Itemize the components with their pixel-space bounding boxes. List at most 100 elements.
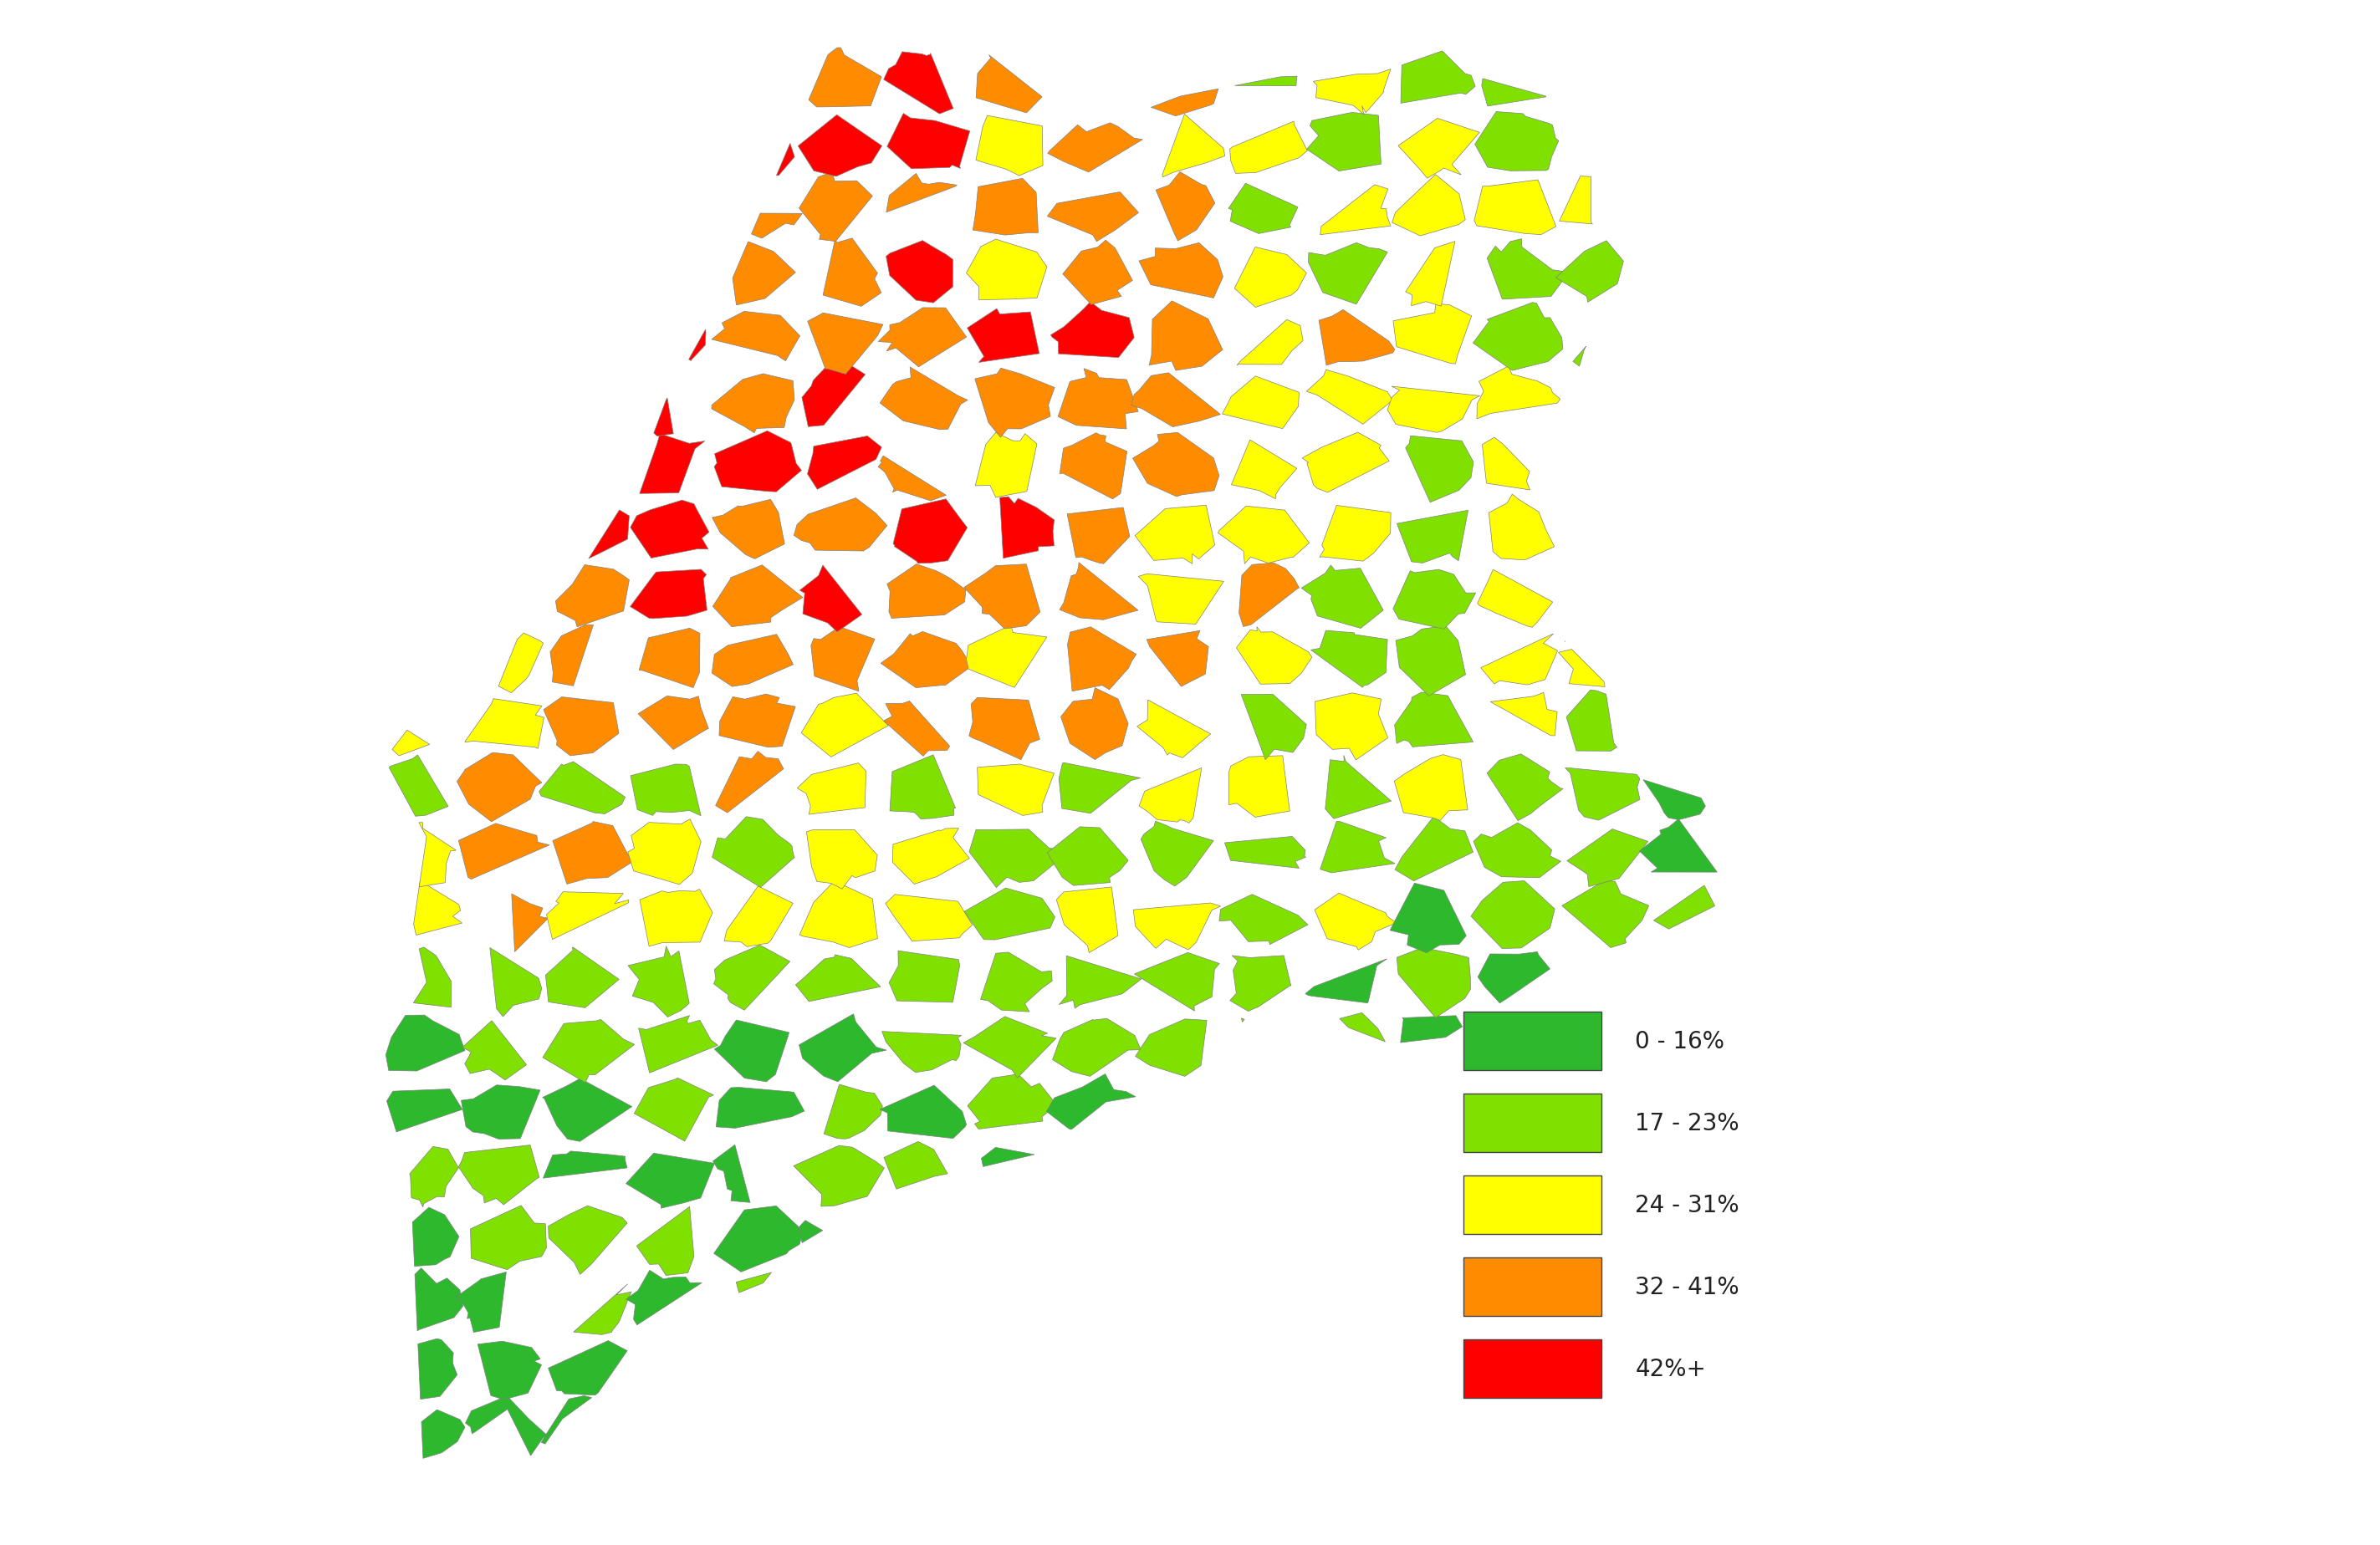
Polygon shape [1311, 630, 1388, 688]
Polygon shape [712, 565, 802, 627]
Polygon shape [776, 144, 795, 176]
Polygon shape [1059, 763, 1140, 814]
Polygon shape [976, 369, 1054, 437]
Polygon shape [1388, 386, 1480, 433]
Polygon shape [807, 437, 881, 490]
Polygon shape [1152, 90, 1219, 117]
Polygon shape [1147, 630, 1209, 688]
Polygon shape [459, 823, 550, 879]
Polygon shape [800, 565, 862, 632]
Polygon shape [1219, 895, 1309, 946]
Polygon shape [1559, 650, 1604, 688]
Polygon shape [1059, 562, 1138, 620]
Polygon shape [466, 1397, 547, 1455]
Polygon shape [1219, 507, 1309, 564]
Polygon shape [459, 1145, 540, 1205]
Polygon shape [1066, 508, 1130, 564]
Polygon shape [1135, 953, 1219, 1012]
Polygon shape [1478, 570, 1552, 627]
Polygon shape [1230, 122, 1307, 175]
Polygon shape [800, 175, 873, 243]
Polygon shape [966, 1074, 1057, 1129]
Polygon shape [1235, 77, 1297, 87]
Polygon shape [1228, 756, 1290, 817]
Polygon shape [1059, 956, 1142, 1009]
Polygon shape [712, 635, 793, 688]
Polygon shape [1478, 366, 1561, 419]
Polygon shape [800, 881, 878, 949]
Polygon shape [631, 501, 709, 559]
Polygon shape [640, 629, 700, 688]
Polygon shape [421, 1409, 464, 1458]
Polygon shape [640, 434, 704, 494]
Polygon shape [462, 1021, 526, 1080]
Polygon shape [716, 1088, 804, 1128]
Polygon shape [1235, 627, 1311, 684]
Polygon shape [547, 1207, 628, 1275]
Polygon shape [973, 179, 1038, 236]
Polygon shape [807, 830, 878, 890]
Polygon shape [1133, 433, 1219, 497]
Polygon shape [635, 1207, 695, 1276]
Polygon shape [1483, 79, 1547, 107]
Polygon shape [1566, 830, 1647, 887]
Polygon shape [1397, 947, 1471, 1018]
Polygon shape [1395, 756, 1468, 820]
Polygon shape [1047, 124, 1142, 173]
Polygon shape [1395, 692, 1473, 748]
Polygon shape [1319, 311, 1395, 366]
Polygon shape [1397, 119, 1480, 179]
Polygon shape [1392, 175, 1466, 236]
Polygon shape [1473, 303, 1564, 371]
Polygon shape [1392, 304, 1471, 365]
Polygon shape [1242, 1018, 1245, 1023]
Polygon shape [1069, 627, 1135, 692]
Polygon shape [795, 955, 881, 1001]
Polygon shape [1050, 303, 1135, 358]
Polygon shape [892, 828, 969, 884]
Polygon shape [626, 1153, 714, 1208]
Polygon shape [969, 698, 1040, 760]
Polygon shape [1140, 244, 1223, 298]
Polygon shape [885, 241, 952, 303]
Polygon shape [719, 694, 795, 748]
Polygon shape [631, 570, 707, 620]
Polygon shape [419, 1340, 457, 1400]
Polygon shape [1223, 377, 1299, 430]
Text: 42%+: 42%+ [1635, 1357, 1706, 1381]
Polygon shape [981, 1148, 1035, 1166]
Polygon shape [655, 399, 674, 437]
Polygon shape [802, 694, 888, 757]
Polygon shape [638, 1015, 719, 1074]
Polygon shape [574, 1284, 631, 1335]
Polygon shape [388, 756, 447, 817]
Text: 32 - 41%: 32 - 41% [1635, 1275, 1740, 1299]
Polygon shape [490, 949, 543, 1017]
Text: 17 - 23%: 17 - 23% [1635, 1111, 1740, 1136]
Polygon shape [1399, 1017, 1461, 1043]
Polygon shape [540, 1395, 593, 1445]
Polygon shape [1314, 694, 1388, 760]
Polygon shape [1238, 320, 1304, 366]
Polygon shape [1559, 176, 1592, 224]
Polygon shape [881, 632, 971, 688]
Polygon shape [981, 953, 1052, 1012]
Polygon shape [1061, 688, 1128, 760]
Polygon shape [419, 823, 457, 887]
Polygon shape [800, 1014, 888, 1082]
Polygon shape [712, 501, 785, 559]
Polygon shape [712, 312, 800, 362]
Polygon shape [457, 752, 543, 822]
Polygon shape [883, 701, 950, 757]
Polygon shape [1573, 348, 1585, 366]
Polygon shape [976, 433, 1038, 497]
Polygon shape [714, 431, 802, 493]
Polygon shape [464, 698, 545, 749]
Polygon shape [716, 752, 783, 813]
Polygon shape [1640, 819, 1716, 873]
Polygon shape [1302, 565, 1383, 629]
Polygon shape [1392, 570, 1476, 629]
Polygon shape [1302, 433, 1390, 493]
Polygon shape [545, 947, 619, 1007]
Polygon shape [1561, 881, 1649, 949]
